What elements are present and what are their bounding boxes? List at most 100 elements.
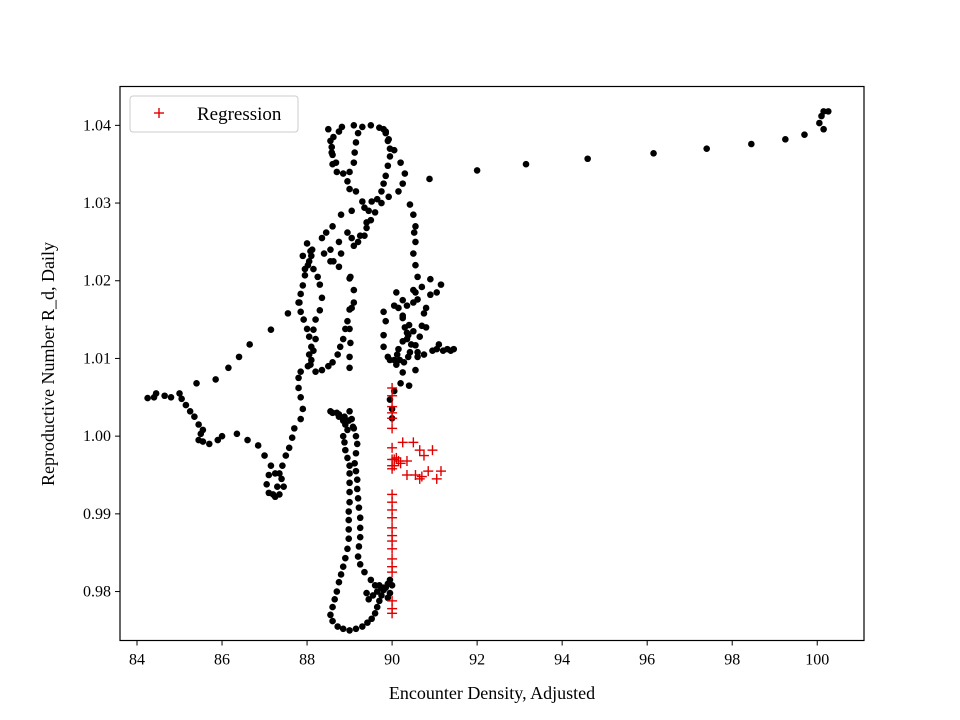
- data-point: [522, 160, 530, 168]
- data-point: [312, 368, 319, 375]
- data-point: [150, 393, 158, 401]
- regression-point: [387, 543, 398, 554]
- data-point: [378, 199, 385, 207]
- data-point: [397, 380, 404, 387]
- regression-point: [408, 437, 419, 448]
- data-point: [380, 125, 387, 133]
- data-point: [412, 238, 419, 246]
- data-point: [344, 317, 351, 325]
- data-point: [342, 446, 349, 454]
- data-point: [365, 207, 373, 215]
- data-point: [376, 597, 383, 605]
- data-point: [303, 240, 311, 247]
- data-point: [342, 554, 349, 562]
- data-point: [310, 326, 317, 334]
- regression-point: [387, 390, 398, 401]
- data-point: [274, 483, 281, 490]
- data-point: [328, 143, 336, 151]
- data-point: [333, 588, 341, 595]
- legend: Regression: [129, 95, 299, 133]
- regression-point: [389, 460, 400, 471]
- data-point: [373, 195, 381, 203]
- data-point: [347, 339, 354, 347]
- data-point: [406, 348, 414, 356]
- data-point: [346, 488, 353, 496]
- data-point: [327, 246, 334, 253]
- data-point: [335, 578, 343, 586]
- data-point: [195, 436, 202, 444]
- regression-point: [418, 450, 429, 461]
- data-point: [410, 286, 417, 294]
- data-point: [285, 444, 293, 452]
- data-point: [334, 351, 341, 358]
- data-point: [336, 343, 344, 351]
- data-point: [337, 211, 345, 219]
- data-point: [295, 384, 302, 392]
- x-tick-label: 92: [469, 652, 485, 669]
- data-point: [410, 211, 417, 219]
- regression-point: [401, 456, 412, 467]
- data-point: [355, 504, 363, 511]
- data-point: [367, 216, 375, 224]
- data-point: [427, 275, 434, 283]
- data-point: [327, 611, 334, 619]
- y-tick-label: 1.00: [83, 428, 111, 445]
- data-point: [390, 146, 398, 154]
- data-point: [393, 361, 400, 368]
- regression-point: [414, 445, 425, 456]
- regression-point: [431, 473, 442, 484]
- regression-point: [401, 469, 412, 480]
- data-point: [816, 119, 823, 127]
- y-tick-label: 1.02: [83, 273, 111, 290]
- data-point: [299, 405, 307, 413]
- data-point: [316, 306, 324, 314]
- data-point: [345, 526, 353, 533]
- data-point: [399, 180, 407, 187]
- data-point: [359, 623, 366, 630]
- data-point: [182, 401, 190, 409]
- data-point: [404, 331, 412, 339]
- data-point: [301, 265, 309, 273]
- plot-area-frame: [119, 85, 865, 642]
- x-tick-label: 88: [299, 652, 315, 669]
- data-point: [344, 545, 351, 553]
- data-point: [351, 460, 358, 467]
- data-point: [346, 627, 353, 634]
- data-point: [329, 617, 336, 625]
- data-point: [350, 286, 358, 294]
- data-point: [282, 452, 290, 459]
- data-point: [378, 188, 385, 195]
- data-point: [344, 454, 351, 462]
- data-point: [352, 432, 360, 440]
- y-tick-label: 0.99: [83, 506, 111, 523]
- data-point: [297, 308, 304, 316]
- data-point: [295, 374, 302, 382]
- data-point: [351, 149, 358, 156]
- data-point: [305, 258, 313, 265]
- data-point: [367, 122, 375, 129]
- regression-point: [387, 423, 398, 434]
- data-point: [225, 364, 232, 372]
- data-point: [263, 481, 270, 488]
- data-point: [350, 242, 358, 250]
- data-point: [205, 440, 213, 448]
- data-point: [353, 485, 361, 493]
- data-point: [378, 584, 385, 591]
- data-point: [473, 167, 481, 174]
- data-point: [410, 229, 418, 236]
- data-point: [335, 411, 343, 418]
- data-point: [325, 362, 332, 370]
- data-point: [369, 592, 377, 599]
- data-point: [393, 351, 401, 358]
- data-point: [334, 623, 341, 630]
- data-point: [395, 345, 402, 353]
- data-point: [363, 589, 370, 597]
- data-point: [437, 281, 445, 288]
- data-point: [291, 425, 298, 432]
- data-point: [348, 234, 356, 242]
- x-tick-label: 98: [724, 652, 740, 669]
- data-point: [350, 159, 358, 166]
- data-point: [386, 153, 394, 160]
- data-point: [346, 462, 353, 469]
- data-point: [299, 282, 307, 289]
